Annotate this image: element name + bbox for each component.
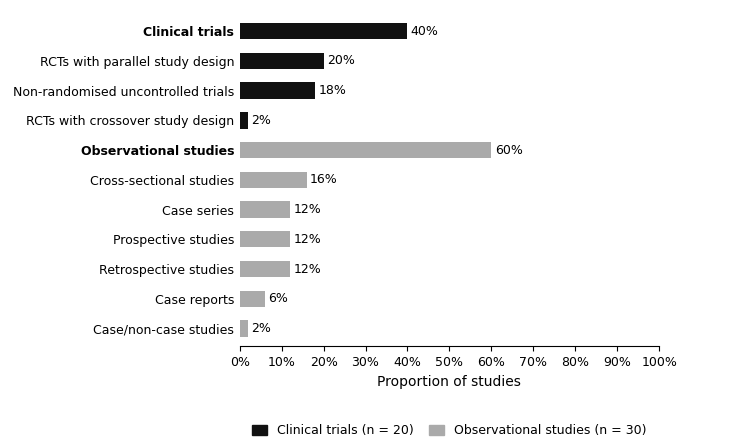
Text: 12%: 12% (294, 233, 321, 246)
Bar (240, 261, 290, 277)
Bar (240, 23, 407, 40)
Text: 60%: 60% (494, 143, 523, 157)
Text: 6%: 6% (268, 292, 288, 305)
X-axis label: Proportion of studies: Proportion of studies (377, 375, 521, 388)
Text: 12%: 12% (294, 262, 321, 276)
Bar (240, 142, 491, 158)
Text: 16%: 16% (310, 173, 338, 186)
Text: 2%: 2% (252, 322, 271, 335)
Text: 12%: 12% (294, 203, 321, 216)
Bar (240, 231, 290, 247)
Text: 20%: 20% (327, 55, 355, 67)
Bar (240, 112, 248, 128)
Bar (240, 83, 315, 99)
Bar (240, 53, 324, 69)
Bar (240, 320, 248, 337)
Text: 40%: 40% (410, 25, 439, 38)
Bar (240, 290, 265, 307)
Text: 18%: 18% (318, 84, 346, 97)
Bar (240, 172, 307, 188)
Legend: Clinical trials (n = 20), Observational studies (n = 30): Clinical trials (n = 20), Observational … (247, 419, 652, 442)
Text: 2%: 2% (252, 114, 271, 127)
Bar (240, 202, 290, 218)
